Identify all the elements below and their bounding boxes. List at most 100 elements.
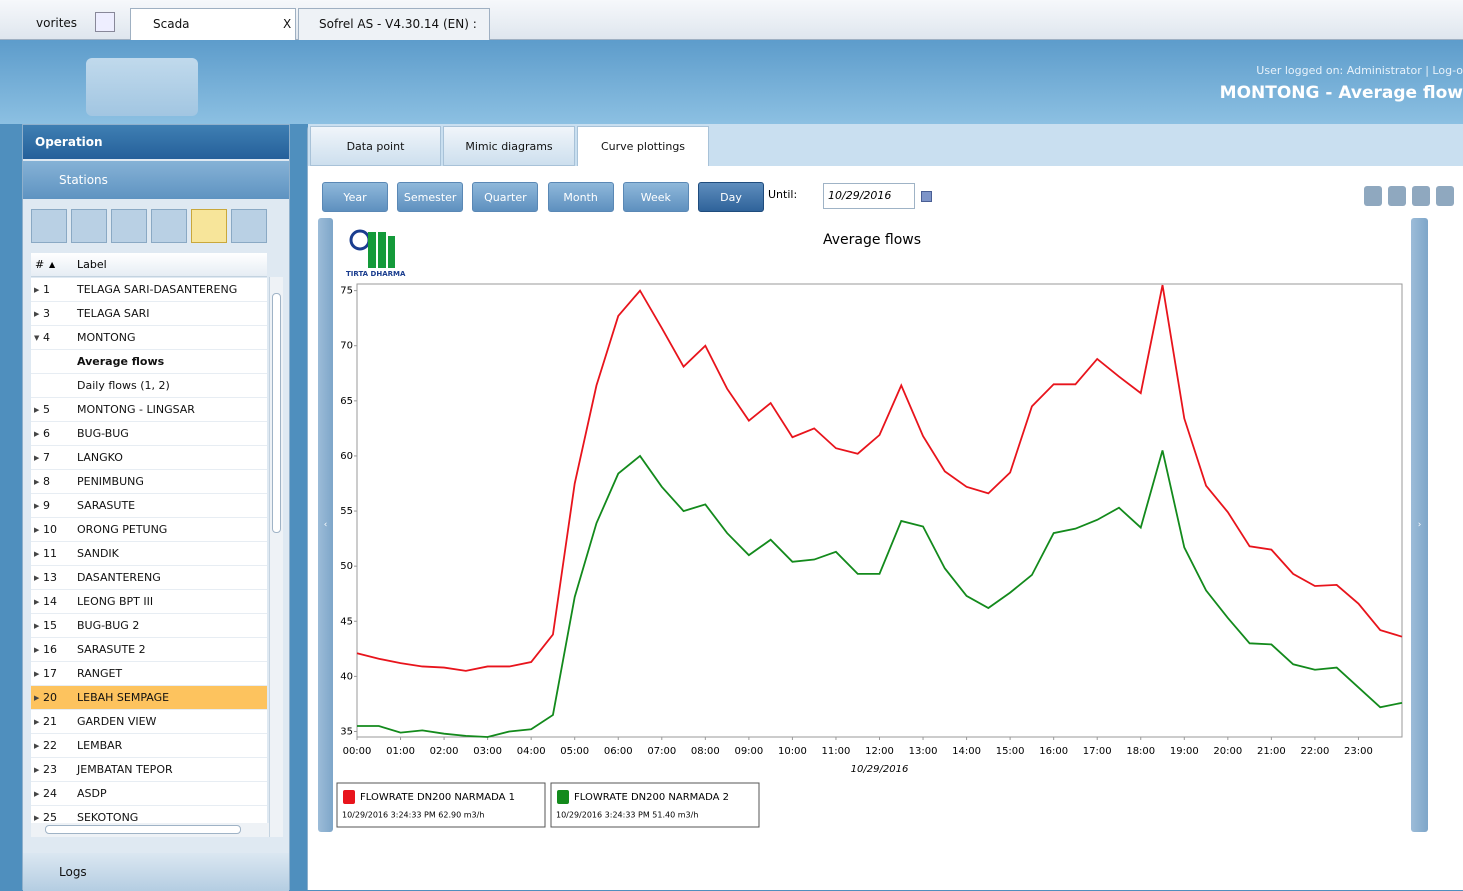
close-button[interactable]: X xyxy=(283,17,292,31)
station-id: 24 xyxy=(43,787,57,800)
expand-arrow[interactable]: ▶ xyxy=(34,550,40,558)
expand-arrow[interactable]: ▶ xyxy=(34,694,40,702)
chart-tool[interactable] xyxy=(1436,186,1454,206)
expand-arrow[interactable]: ▶ xyxy=(34,574,40,582)
station-label: JEMBATAN TEPOR xyxy=(77,763,173,776)
browser-tab[interactable]: Scada X xyxy=(130,8,296,40)
scroll-thumb[interactable] xyxy=(45,825,241,834)
legend-name: FLOWRATE DN200 NARMADA 2 xyxy=(574,792,729,803)
expand-arrow[interactable]: ▶ xyxy=(34,286,40,294)
expand-arrow[interactable]: ▶ xyxy=(34,526,40,534)
expand-arrow[interactable]: ▶ xyxy=(34,814,40,822)
expand-arrow[interactable]: ▶ xyxy=(34,430,40,438)
period-button[interactable]: Quarter xyxy=(472,182,539,212)
station-row[interactable]: ▶ 13 DASANTERENG xyxy=(31,566,267,590)
logs-section[interactable]: Logs xyxy=(23,853,289,891)
section-header[interactable]: Stations xyxy=(23,161,289,199)
station-row[interactable]: ▶ 5 MONTONG - LINGSAR xyxy=(31,398,267,422)
station-row[interactable]: ▶ 23 JEMBATAN TEPOR xyxy=(31,758,267,782)
tab[interactable]: Data point xyxy=(310,126,441,166)
toolbar-icon[interactable] xyxy=(151,209,187,243)
x-tick-label: 21:00 xyxy=(1257,746,1286,757)
column-header[interactable]: # xyxy=(35,258,45,271)
legend-item: FLOWRATE DN200 NARMADA 2 10/29/2016 3:24:… xyxy=(550,782,760,828)
chart-tool[interactable] xyxy=(1412,186,1430,206)
x-tick-label: 17:00 xyxy=(1083,746,1112,757)
station-label: TELAGA SARI xyxy=(77,307,150,320)
expand-arrow[interactable]: ▶ xyxy=(34,646,40,654)
toolbar-icon[interactable] xyxy=(111,209,147,243)
plot-area xyxy=(356,283,1403,738)
expand-arrow[interactable]: ▶ xyxy=(34,454,40,462)
toolbar-icon[interactable] xyxy=(31,209,67,243)
sidebar-title[interactable]: Operation xyxy=(23,125,289,159)
scrollbar[interactable] xyxy=(269,277,283,837)
period-button[interactable]: Semester xyxy=(397,182,464,212)
station-row[interactable]: ▶ 14 LEONG BPT III xyxy=(31,590,267,614)
tab[interactable]: Curve plottings xyxy=(577,126,709,166)
station-row[interactable]: ▶ 8 PENIMBUNG xyxy=(31,470,267,494)
station-id: 16 xyxy=(43,643,57,656)
favorites-label[interactable]: vorites xyxy=(36,16,78,30)
station-row[interactable]: Daily flows (1, 2) xyxy=(31,374,267,398)
expand-arrow[interactable]: ▼ xyxy=(34,334,40,342)
user-info[interactable]: User logged on: Administrator | Log-o xyxy=(1256,64,1463,77)
station-row[interactable]: Average flows xyxy=(31,350,267,374)
expand-arrow[interactable]: ▶ xyxy=(34,502,40,510)
x-tick-label: 03:00 xyxy=(473,746,502,757)
toolbar-icon-active[interactable] xyxy=(191,209,227,243)
expand-arrow[interactable]: ▶ xyxy=(34,310,40,318)
station-row[interactable]: ▶ 3 TELAGA SARI xyxy=(31,302,267,326)
station-row[interactable]: ▼ 4 MONTONG xyxy=(31,326,267,350)
app-logo xyxy=(86,58,198,116)
scroll-thumb[interactable] xyxy=(272,293,281,533)
toolbar-icon[interactable] xyxy=(231,209,267,243)
station-row[interactable]: ▶ 15 BUG-BUG 2 xyxy=(31,614,267,638)
station-row[interactable]: ▶ 20 LEBAH SEMPAGE xyxy=(31,686,267,710)
tab[interactable]: Mimic diagrams xyxy=(443,126,575,166)
expand-arrow[interactable]: ▶ xyxy=(34,406,40,414)
station-row[interactable]: ▶ 10 ORONG PETUNG xyxy=(31,518,267,542)
station-row[interactable]: ▶ 7 LANGKO xyxy=(31,446,267,470)
logo-mark xyxy=(368,232,376,268)
station-row[interactable]: ▶ 24 ASDP xyxy=(31,782,267,806)
legend-status: 10/29/2016 3:24:33 PM 62.90 m3/h xyxy=(342,811,484,820)
y-tick-label: 45 xyxy=(340,616,353,627)
browser-tab[interactable]: Sofrel AS - V4.30.14 (EN) : ... xyxy=(298,8,490,61)
period-button[interactable]: Day xyxy=(698,182,764,212)
column-header[interactable]: Label xyxy=(77,258,107,271)
period-button[interactable]: Year xyxy=(322,182,388,212)
station-row[interactable]: ▶ 17 RANGET xyxy=(31,662,267,686)
expand-arrow[interactable]: ▶ xyxy=(34,622,40,630)
station-row[interactable]: ▶ 22 LEMBAR xyxy=(31,734,267,758)
company-logo: TIRTA DHARMA xyxy=(346,229,406,278)
period-button[interactable]: Week xyxy=(622,182,689,212)
expand-arrow[interactable]: ▶ xyxy=(34,478,40,486)
station-row[interactable]: ▶ 11 SANDIK xyxy=(31,542,267,566)
period-button[interactable]: Month xyxy=(547,182,614,212)
expand-arrow[interactable]: ▶ xyxy=(34,742,40,750)
h-scrollbar[interactable] xyxy=(31,823,269,837)
grid-icon[interactable] xyxy=(95,12,115,32)
expand-arrow[interactable]: ▶ xyxy=(34,718,40,726)
station-row[interactable]: ▶ 1 TELAGA SARI-DASANTERENG xyxy=(31,278,267,302)
x-tick-label: 10:00 xyxy=(778,746,807,757)
chart-tool[interactable] xyxy=(1364,186,1382,206)
calendar-button[interactable] xyxy=(921,191,932,202)
collapse-left[interactable]: ‹ xyxy=(318,218,333,832)
station-row[interactable]: ▶ 9 SARASUTE xyxy=(31,494,267,518)
expand-arrow[interactable]: ▶ xyxy=(34,598,40,606)
expand-arrow[interactable]: ▶ xyxy=(34,790,40,798)
toolbar-icon[interactable] xyxy=(71,209,107,243)
chart-tool[interactable] xyxy=(1388,186,1406,206)
expand-arrow[interactable]: ▶ xyxy=(34,766,40,774)
date-input[interactable]: 10/29/2016 xyxy=(823,183,915,209)
expand-arrow[interactable]: ▶ xyxy=(34,670,40,678)
station-id: 9 xyxy=(43,499,50,512)
station-row[interactable]: ▶ 16 SARASUTE 2 xyxy=(31,638,267,662)
station-row[interactable]: ▶ 21 GARDEN VIEW xyxy=(31,710,267,734)
collapse-right[interactable]: › xyxy=(1411,218,1428,832)
x-tick-label: 19:00 xyxy=(1170,746,1199,757)
station-row[interactable]: ▶ 6 BUG-BUG xyxy=(31,422,267,446)
